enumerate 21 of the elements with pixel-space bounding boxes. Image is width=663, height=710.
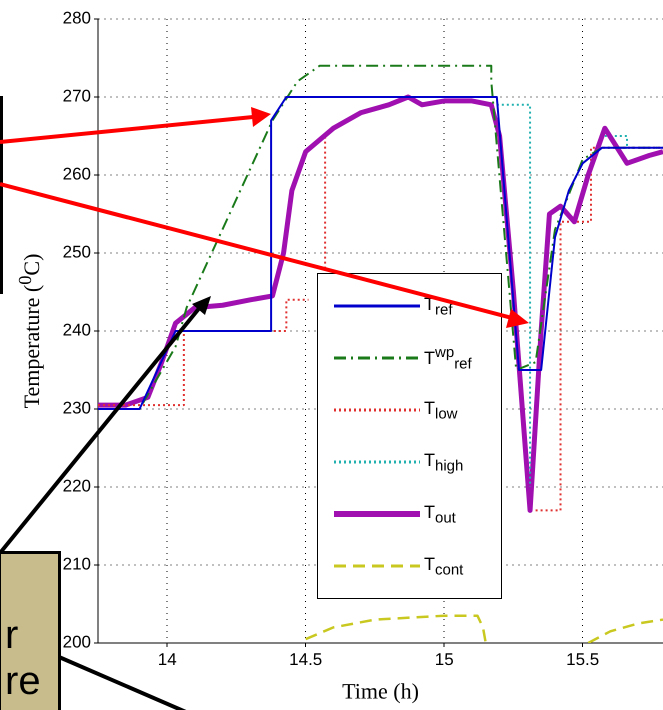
legend-label: T$_{cont}$ bbox=[424, 554, 464, 578]
x-tick-label: 14.5 bbox=[289, 650, 322, 669]
callout-box: r re bbox=[0, 551, 61, 710]
x-tick-label: 14 bbox=[158, 650, 177, 669]
y-tick-label: 200 bbox=[62, 632, 91, 652]
y-tick-label: 260 bbox=[62, 164, 91, 184]
y-tick-label: 210 bbox=[62, 554, 91, 574]
y-tick-label: 250 bbox=[62, 242, 91, 262]
line-series bbox=[586, 618, 663, 643]
x-tick-label: 15 bbox=[434, 650, 454, 669]
x-tick-label: 15.5 bbox=[566, 650, 600, 669]
legend-label: T$_{out}$ bbox=[424, 502, 456, 526]
line-series bbox=[304, 614, 487, 643]
legend-label: T$_{low}$ bbox=[424, 398, 458, 422]
y-tick-label: 280 bbox=[62, 8, 91, 28]
y-tick-label: 270 bbox=[62, 86, 91, 106]
legend-label: T$_{high}$ bbox=[424, 450, 464, 474]
x-axis-title: Time (h) bbox=[342, 678, 419, 704]
y-tick-label: 220 bbox=[62, 476, 91, 496]
y-tick-label: 240 bbox=[62, 320, 91, 340]
y-tick-label: 230 bbox=[62, 398, 91, 418]
